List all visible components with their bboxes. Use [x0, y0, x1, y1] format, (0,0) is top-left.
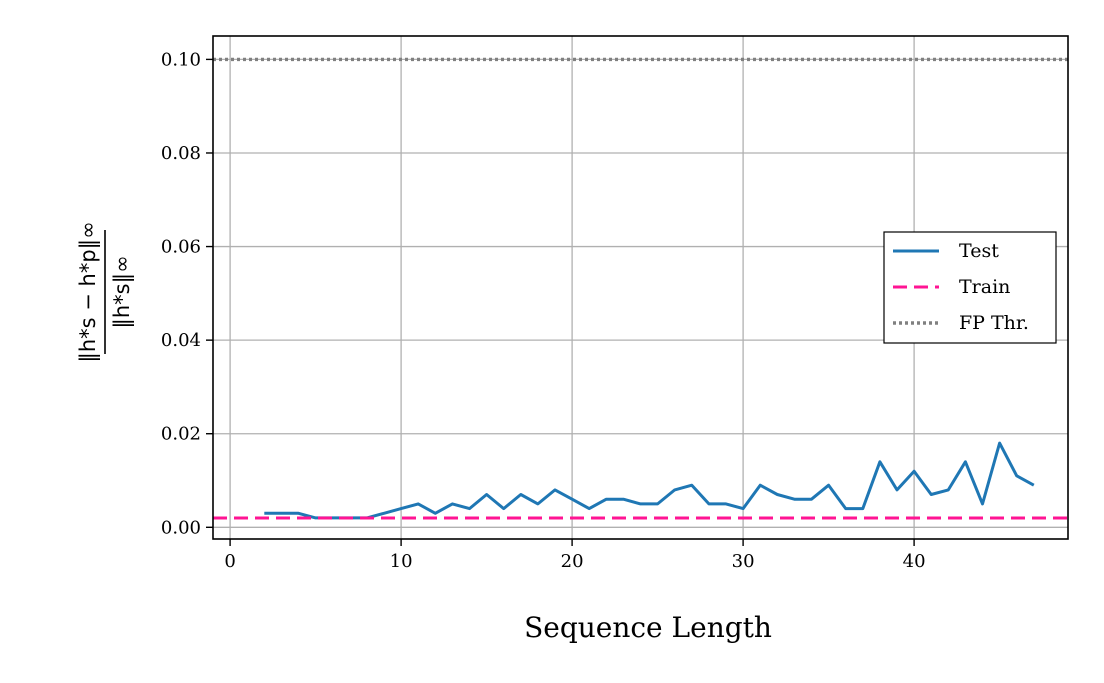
y-axis-label-numerator: ‖h*s − h*p‖∞: [76, 221, 101, 362]
legend-label: FP Thr.: [959, 312, 1029, 334]
y-tick-label: 0.06: [161, 237, 201, 258]
y-axis-label: ‖h*s − h*p‖∞ ‖h*s‖∞: [76, 221, 135, 362]
y-tick-label: 0.10: [161, 49, 201, 70]
legend: Test Train FP Thr.: [883, 231, 1057, 344]
ticks: 0 10 20 30 40 0.00 0.02 0.04 0.06 0.08 0.10: [161, 49, 926, 572]
x-tick-label: 30: [732, 551, 755, 572]
x-tick-label: 20: [561, 551, 584, 572]
y-tick-label: 0.02: [161, 424, 201, 445]
legend-label: Test: [959, 240, 999, 262]
y-tick-label: 0.00: [161, 517, 201, 538]
y-tick-label: 0.08: [161, 143, 201, 164]
x-tick-label: 10: [390, 551, 413, 572]
y-tick-label: 0.04: [161, 330, 201, 351]
series-test-line: [264, 441, 1035, 520]
x-tick-label: 0: [224, 551, 235, 572]
axes-frame: [212, 35, 1069, 540]
x-tick-label: 40: [903, 551, 926, 572]
plot-area: [213, 57, 1068, 520]
y-axis-label-denominator: ‖h*s‖∞: [110, 255, 135, 328]
x-axis-label: Sequence Length: [524, 611, 772, 644]
legend-label: Train: [959, 276, 1010, 298]
